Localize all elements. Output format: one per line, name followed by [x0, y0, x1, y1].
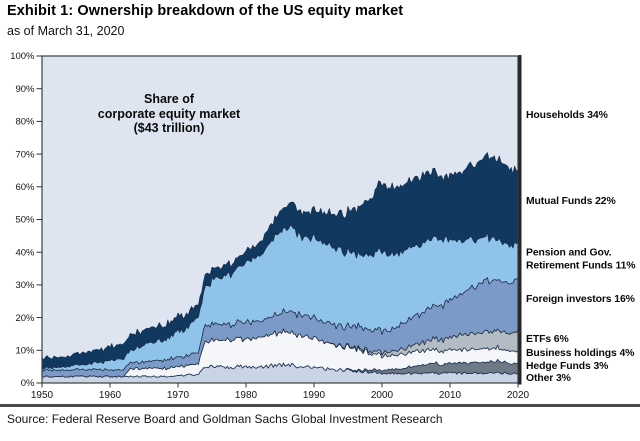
x-tick-label: 2020: [507, 390, 530, 401]
series-labels-column: Households 34% Mutual Funds 22% Pension an…: [524, 0, 640, 441]
y-tick-label: 70%: [15, 149, 35, 160]
plot-bands: [41, 55, 519, 384]
series-label: Business holdings 4%: [526, 347, 635, 359]
annotation-line-2: corporate equity market: [97, 106, 241, 121]
series-label: Other 3%: [526, 372, 571, 384]
series-label: ETFs 6%: [526, 334, 569, 346]
y-tick-label: 90%: [15, 84, 35, 95]
series-label: Mutual Funds 22%: [526, 195, 616, 207]
y-tick-label: 80%: [15, 117, 35, 128]
y-tick-label: 100%: [10, 51, 35, 62]
annotation-line-3: ($43 trillion): [133, 121, 205, 135]
x-tick-label: 2000: [371, 390, 394, 401]
y-tick-label: 60%: [15, 182, 35, 193]
series-label: Households 34%: [526, 110, 608, 122]
y-tick-label: 10%: [15, 346, 35, 357]
source-note: Source: Federal Reserve Board and Goldma…: [7, 412, 443, 426]
x-tick-label: 1970: [167, 390, 190, 401]
divider-line: [0, 404, 640, 407]
exhibit-title: Exhibit 1: Ownership breakdown of the US…: [7, 3, 404, 19]
y-tick-label: 30%: [15, 280, 35, 291]
x-tick-label: 1950: [31, 390, 54, 401]
x-tick-label: 2010: [439, 390, 462, 401]
y-tick-label: 40%: [15, 247, 35, 258]
x-tick-label: 1990: [303, 390, 326, 401]
y-tick-label: 50%: [15, 215, 35, 226]
series-label: Pension and Gov. Retirement Funds 11%: [526, 247, 636, 272]
chart-annotation: Share of corporate equity market ($43 tr…: [64, 92, 274, 136]
series-label: Hedge Funds 3%: [526, 360, 609, 372]
exhibit-subtitle: as of March 31, 2020: [7, 24, 125, 38]
series-label: Foreign investors 16%: [526, 293, 635, 305]
y-tick-label: 0%: [21, 378, 35, 389]
x-tick-label: 1960: [99, 390, 122, 401]
annotation-line-1: Share of: [143, 92, 194, 106]
x-tick-label: 1980: [235, 390, 258, 401]
y-tick-label: 20%: [15, 313, 35, 324]
